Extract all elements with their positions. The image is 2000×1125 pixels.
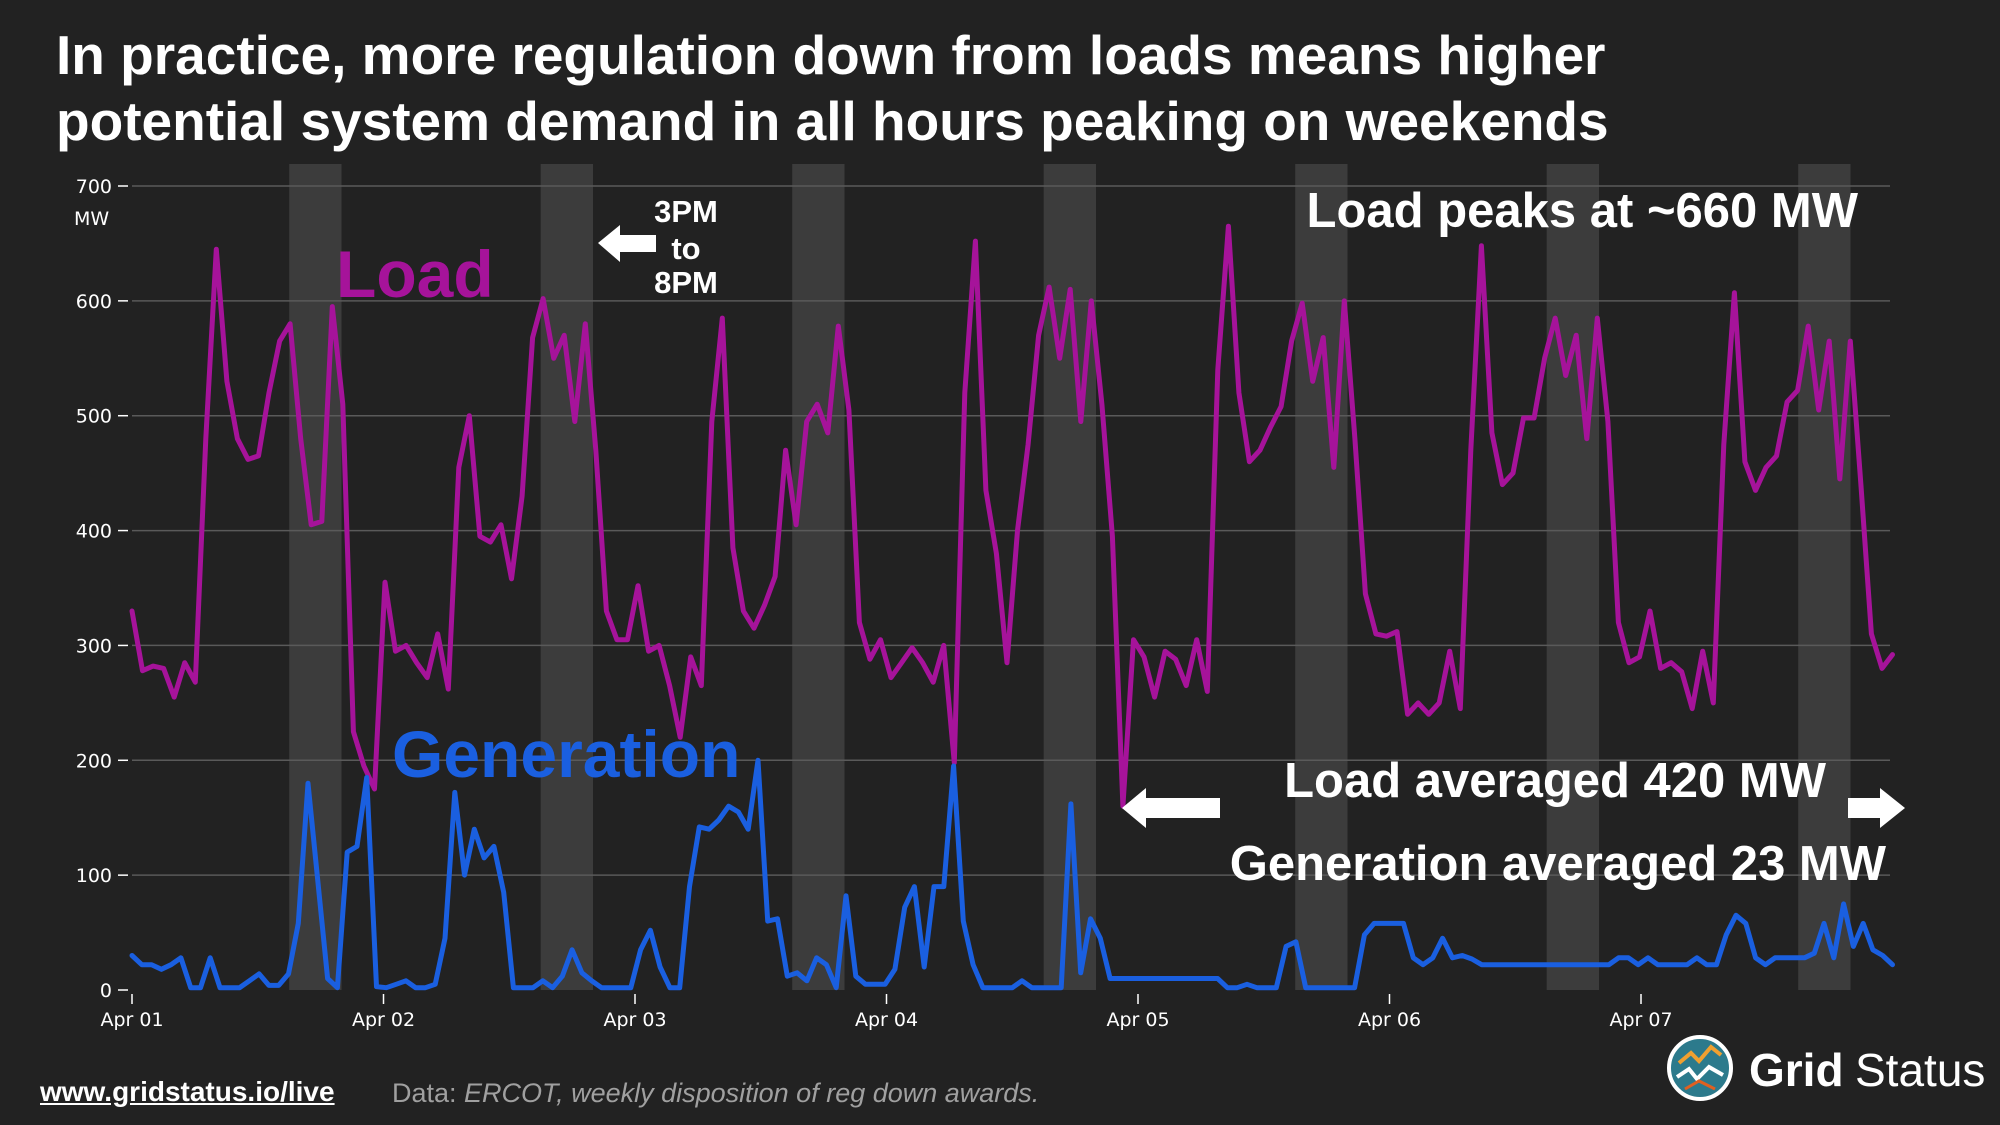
y-axis-unit-label: MW	[74, 208, 109, 230]
y-tick-label-400: 400	[76, 521, 112, 543]
x-tick-label-7: Apr 07	[1609, 1009, 1672, 1031]
data-source-text: ERCOT, weekly disposition of reg down aw…	[464, 1078, 1040, 1108]
brand-status: Status	[1855, 1044, 1986, 1096]
x-tick-label-3: Apr 03	[603, 1009, 666, 1031]
series-lines	[129, 223, 1895, 991]
shaded-window-2	[540, 164, 593, 990]
y-tick-label-100: 100	[76, 865, 112, 887]
peak-annotation: Load peaks at ~660 MW	[1307, 184, 1859, 238]
load-series-label: Load	[336, 237, 494, 311]
load-average-annotation: Load averaged 420 MW	[1284, 754, 1827, 808]
y-tick-label-500: 500	[76, 406, 112, 428]
x-tick-label-2: Apr 02	[352, 1009, 415, 1031]
chart-title-line-2: potential system demand in all hours pea…	[56, 90, 1609, 152]
left-arrow-icon	[598, 225, 656, 262]
chart-title: In practice, more regulation down from l…	[56, 22, 1956, 154]
shaded-window-7	[1798, 164, 1851, 990]
shaded-window-3	[792, 164, 845, 990]
y-tick-label-0: 0	[100, 980, 112, 1002]
x-tick-label-1: Apr 01	[100, 1009, 163, 1031]
load-series-line	[129, 223, 1895, 809]
y-tick-label-200: 200	[76, 750, 112, 772]
window-label-start: 3PM	[654, 194, 718, 229]
chart-title-line-1: In practice, more regulation down from l…	[56, 24, 1606, 86]
y-tick-label-700: 700	[76, 176, 112, 198]
right-arrow-icon	[1848, 788, 1905, 828]
brand-grid: Grid	[1749, 1044, 1844, 1096]
grid-status-logo-icon	[1667, 1035, 1733, 1101]
gridstatus-link[interactable]: www.gridstatus.io/live	[40, 1076, 335, 1107]
y-tick-label-600: 600	[76, 291, 112, 313]
gridlines	[132, 185, 1890, 876]
y-tick-label-300: 300	[76, 635, 112, 657]
left-arrow-icon	[1122, 788, 1220, 828]
x-tick-label-6: Apr 06	[1358, 1009, 1421, 1031]
x-tick-label-5: Apr 05	[1106, 1009, 1169, 1031]
y-axis: MW 0 100 200 300 400 500 600 700	[74, 176, 128, 1002]
grid-status-logo: Grid Status	[1665, 1033, 1985, 1105]
x-axis: Apr 01 Apr 02 Apr 03 Apr 04 Apr 05 Apr 06 Apr …	[100, 994, 1673, 1031]
window-label-to: to	[671, 231, 700, 266]
data-source-prefix: Data:	[392, 1078, 465, 1108]
generation-average-annotation: Generation averaged 23 MW	[1230, 837, 1887, 891]
shaded-window-6	[1546, 164, 1599, 990]
shaded-windows	[289, 164, 1851, 990]
window-label-end: 8PM	[654, 265, 718, 300]
x-tick-label-4: Apr 04	[855, 1009, 918, 1031]
generation-series-line	[129, 757, 1895, 991]
generation-series-label: Generation	[392, 717, 740, 791]
data-source-note: Data: ERCOT, weekly disposition of reg d…	[392, 1078, 1039, 1109]
